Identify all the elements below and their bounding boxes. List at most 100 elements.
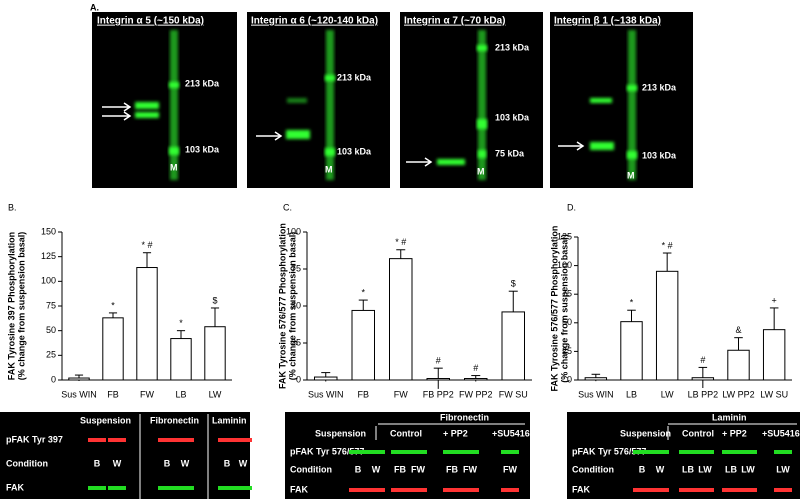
- blot-band: [461, 450, 479, 454]
- condition-label: W: [372, 464, 381, 474]
- blot-header: Fibronectin: [150, 415, 199, 425]
- y-tick-label: 75: [46, 300, 56, 310]
- annotation: *: [179, 318, 183, 328]
- blot-band: [349, 450, 367, 454]
- blot-header: + PP2: [722, 428, 747, 438]
- row-label: Condition: [6, 458, 48, 468]
- condition-label: FW: [503, 464, 517, 474]
- blot-title: Integrin α 6 (~120-140 kDa): [251, 16, 378, 27]
- x-tick-label: FW SU: [499, 389, 528, 399]
- bar: [426, 378, 450, 381]
- row-label: FAK: [6, 482, 25, 492]
- row-label: pFAK Tyr 397: [6, 434, 63, 444]
- x-tick-label: FB PP2: [423, 389, 454, 399]
- panel-label: B.: [8, 202, 17, 212]
- lane-label: M: [627, 170, 635, 180]
- bar: [170, 338, 192, 381]
- blot-band: [176, 486, 194, 490]
- bar: [68, 377, 90, 381]
- blot-band: [443, 488, 461, 492]
- blot-band: [443, 450, 461, 454]
- blot-c: Fibronectin Suspension Control + PP2 +SU…: [285, 412, 530, 499]
- lane-label: M: [170, 162, 178, 172]
- condition-label: FW: [411, 464, 425, 474]
- row-label: Condition: [572, 464, 614, 474]
- blot-band: [391, 450, 409, 454]
- bar: [314, 376, 338, 381]
- condition-label: B: [164, 458, 171, 468]
- blot-a2: Integrin α 6 (~120-140 kDa) 213 kDa 103 …: [247, 12, 390, 188]
- marker-label: 213 kDa: [185, 78, 220, 88]
- annotation: * #: [141, 240, 152, 250]
- bar: [464, 378, 488, 381]
- blot-band: [501, 488, 519, 492]
- row-label: Condition: [290, 464, 332, 474]
- condition-label: B: [94, 458, 101, 468]
- x-tick-label: LW PP2: [722, 389, 754, 399]
- x-tick-label: LB: [175, 389, 186, 399]
- annotation: *: [630, 298, 634, 308]
- blot-band: [774, 488, 792, 492]
- condition-label: W: [181, 458, 190, 468]
- annotation: *: [361, 287, 365, 297]
- blot-band: [679, 488, 697, 492]
- x-tick-label: FW: [140, 389, 154, 399]
- bar: [584, 377, 608, 381]
- x-tick-label: Sus WIN: [61, 389, 97, 399]
- bar: [691, 377, 715, 381]
- condition-label: FB: [394, 464, 406, 474]
- lane-label: M: [325, 164, 333, 174]
- bar: [136, 267, 158, 381]
- bar: [204, 326, 226, 381]
- blot-band: [158, 486, 176, 490]
- blot-header: Suspension: [620, 428, 671, 438]
- blot-header: +SU5416: [762, 428, 800, 438]
- condition-label: W: [113, 458, 122, 468]
- blot-band: [774, 450, 792, 454]
- marker-label: 213 kDa: [495, 42, 530, 52]
- bar: [655, 270, 679, 381]
- blot-header: Suspension: [80, 415, 131, 425]
- panel-label: A.: [90, 2, 99, 12]
- x-tick-label: FW PP2: [459, 389, 493, 399]
- condition-label: LB: [725, 464, 737, 474]
- y-axis-label: FAK Tyrosine 397 Phosphorylation: [6, 232, 16, 380]
- condition-label: FB: [446, 464, 458, 474]
- condition-label: LW: [741, 464, 755, 474]
- condition-label: LW: [698, 464, 712, 474]
- y-tick-label: 100: [557, 260, 572, 270]
- x-tick-label: FB: [357, 389, 369, 399]
- bar: [501, 311, 525, 381]
- blot-header: +SU5416: [492, 428, 530, 438]
- blot-band: [391, 488, 409, 492]
- y-tick-label: 100: [286, 226, 301, 236]
- blot-band: [679, 450, 697, 454]
- row-label: pFAK Tyr 576/577: [572, 446, 646, 456]
- y-tick-label: 0: [567, 374, 572, 384]
- y-tick-label: 50: [46, 325, 56, 335]
- blot-band: [633, 450, 651, 454]
- blot-band: [88, 438, 106, 442]
- row-label: FAK: [572, 484, 591, 494]
- annotation: #: [473, 363, 478, 373]
- blot-header: Control: [682, 428, 714, 438]
- blot-header: Laminin: [212, 415, 247, 425]
- y-tick-label: 25: [291, 337, 301, 347]
- condition-label: B: [355, 464, 362, 474]
- annotation: #: [700, 355, 705, 365]
- annotation: *: [111, 300, 115, 310]
- blot-b: Suspension Fibronectin Laminin pFAK Tyr …: [0, 412, 252, 499]
- annotation: #: [436, 356, 441, 366]
- condition-label: B: [224, 458, 231, 468]
- marker-label: 103 kDa: [642, 150, 677, 160]
- blot-band: [234, 486, 252, 490]
- blot-d: Laminin Suspension Control + PP2 +SU5416…: [567, 412, 800, 499]
- blot-band: [108, 486, 126, 490]
- annotation: * #: [662, 240, 673, 250]
- blot-band: [367, 488, 385, 492]
- blot-band: [234, 438, 252, 442]
- blot-band: [696, 488, 714, 492]
- annotation: +: [772, 295, 777, 305]
- blot-band: [739, 450, 757, 454]
